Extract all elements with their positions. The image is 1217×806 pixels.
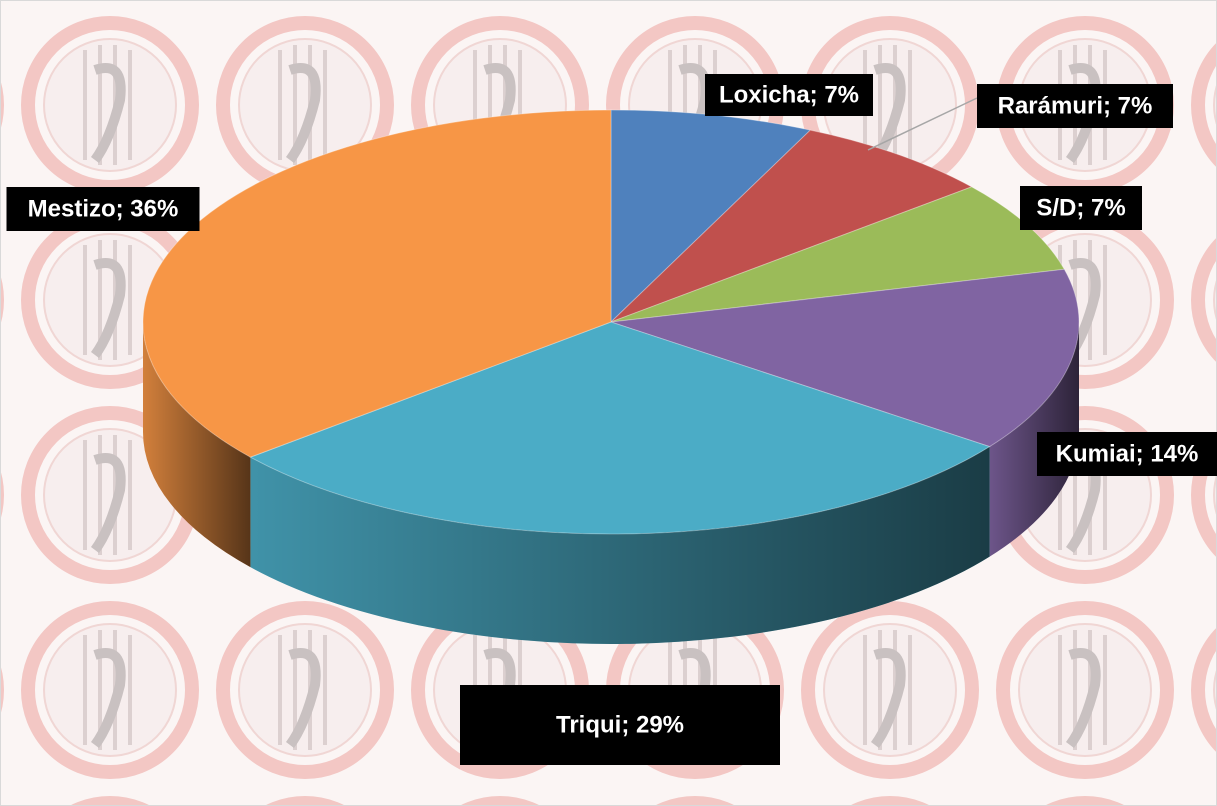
data-label-box — [1037, 432, 1217, 476]
slice-side-shade — [143, 322, 251, 568]
data-label: Loxicha; 7% — [719, 81, 859, 108]
data-label: Rarámuri; 7% — [998, 92, 1153, 119]
data-label: S/D; 7% — [1036, 194, 1125, 221]
data-label-box — [977, 84, 1173, 128]
slice — [142, 109, 612, 458]
data-label-box — [1020, 186, 1142, 230]
leader-line — [867, 97, 978, 151]
data-label: Kumiai; 14% — [1056, 440, 1199, 467]
slice-side-shade — [989, 322, 1079, 557]
data-label-box — [460, 685, 780, 765]
slice — [610, 129, 973, 323]
slice-side-shade — [250, 446, 990, 644]
data-label-box — [705, 74, 873, 116]
slice — [610, 268, 1080, 448]
slice — [249, 321, 991, 535]
data-label: Mestizo; 36% — [28, 195, 179, 222]
data-label-box — [6, 187, 200, 231]
data-label: Triqui; 29% — [556, 711, 684, 738]
